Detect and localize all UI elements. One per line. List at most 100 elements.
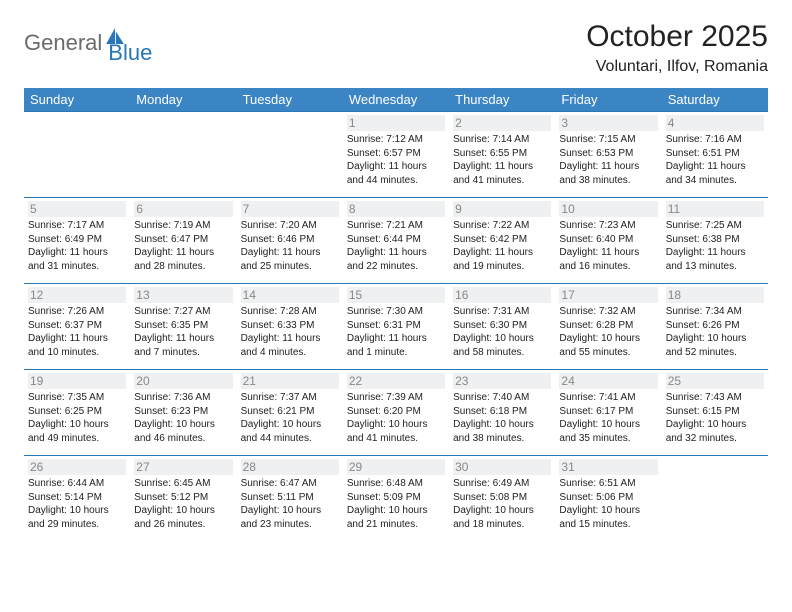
day-details: Sunrise: 7:14 AMSunset: 6:55 PMDaylight:… (453, 133, 551, 187)
weekday-header: Wednesday (343, 88, 449, 112)
calendar-cell: 28 Sunrise: 6:47 AMSunset: 5:11 PMDayligh… (237, 456, 343, 542)
calendar-cell: 14 Sunrise: 7:28 AMSunset: 6:33 PMDayligh… (237, 284, 343, 370)
day-number: 5 (28, 201, 126, 217)
calendar-cell: 4Sunrise: 7:16 AMSunset: 6:51 PMDaylight… (662, 112, 768, 198)
day-details: Sunrise: 7:25 AMSunset: 6:38 PMDaylight:… (666, 219, 764, 273)
calendar-cell: 20Sunrise: 7:36 AMSunset: 6:23 PMDayligh… (130, 370, 236, 456)
day-details: Sunrise: 7:39 AMSunset: 6:20 PMDaylight:… (347, 391, 445, 445)
calendar-cell: 13 Sunrise: 7:27 AMSunset: 6:35 PMDayligh… (130, 284, 236, 370)
calendar-cell: 3 Sunrise: 7:15 AMSunset: 6:53 PMDaylight… (555, 112, 661, 198)
calendar-cell: 27Sunrise: 6:45 AMSunset: 5:12 PMDayligh… (130, 456, 236, 542)
day-details: Sunrise: 7:23 AMSunset: 6:40 PMDaylight:… (559, 219, 657, 273)
day-details: Sunrise: 7:32 AMSunset: 6:28 PMDaylight:… (559, 305, 657, 359)
calendar-cell: 8 Sunrise: 7:21 AMSunset: 6:44 PMDaylight… (343, 198, 449, 284)
day-details: Sunrise: 6:44 AMSunset: 5:14 PMDaylight:… (28, 477, 126, 531)
day-details: Sunrise: 7:41 AMSunset: 6:17 PMDaylight:… (559, 391, 657, 445)
weekday-header: Tuesday (237, 88, 343, 112)
day-number: 21 (241, 373, 339, 389)
day-number: 2 (453, 115, 551, 131)
weekday-header: Friday (555, 88, 661, 112)
day-details: Sunrise: 6:48 AMSunset: 5:09 PMDaylight:… (347, 477, 445, 531)
day-number: 18 (666, 287, 764, 303)
day-number: 25 (666, 373, 764, 389)
calendar-body: 1 Sunrise: 7:12 AMSunset: 6:57 PMDaylight… (24, 112, 768, 542)
day-details: Sunrise: 6:51 AMSunset: 5:06 PMDaylight:… (559, 477, 657, 531)
day-number: 8 (347, 201, 445, 217)
day-details: Sunrise: 7:20 AMSunset: 6:46 PMDaylight:… (241, 219, 339, 273)
day-number: 6 (134, 201, 232, 217)
calendar-row: 26 Sunrise: 6:44 AMSunset: 5:14 PMDayligh… (24, 456, 768, 542)
weekday-header: Thursday (449, 88, 555, 112)
calendar-cell: 30Sunrise: 6:49 AMSunset: 5:08 PMDayligh… (449, 456, 555, 542)
calendar-cell (662, 456, 768, 542)
day-number: 9 (453, 201, 551, 217)
day-number: 27 (134, 459, 232, 475)
day-number: 7 (241, 201, 339, 217)
page-title: October 2025 (586, 20, 768, 54)
weekday-header-row: SundayMondayTuesdayWednesdayThursdayFrid… (24, 88, 768, 112)
weekday-header: Monday (130, 88, 236, 112)
weekday-header: Sunday (24, 88, 130, 112)
day-details: Sunrise: 7:40 AMSunset: 6:18 PMDaylight:… (453, 391, 551, 445)
day-number: 24 (559, 373, 657, 389)
day-number: 1 (347, 115, 445, 131)
day-number: 20 (134, 373, 232, 389)
day-number: 31 (559, 459, 657, 475)
calendar-table: SundayMondayTuesdayWednesdayThursdayFrid… (24, 88, 768, 542)
day-details: Sunrise: 7:28 AMSunset: 6:33 PMDaylight:… (241, 305, 339, 359)
day-number: 26 (28, 459, 126, 475)
day-number: 29 (347, 459, 445, 475)
day-details: Sunrise: 7:34 AMSunset: 6:26 PMDaylight:… (666, 305, 764, 359)
calendar-cell: 6 Sunrise: 7:19 AMSunset: 6:47 PMDaylight… (130, 198, 236, 284)
day-details: Sunrise: 7:19 AMSunset: 6:47 PMDaylight:… (134, 219, 232, 273)
calendar-cell: 19 Sunrise: 7:35 AMSunset: 6:25 PMDayligh… (24, 370, 130, 456)
day-details: Sunrise: 7:22 AMSunset: 6:42 PMDaylight:… (453, 219, 551, 273)
calendar-cell: 16 Sunrise: 7:31 AMSunset: 6:30 PMDayligh… (449, 284, 555, 370)
calendar-cell: 11 Sunrise: 7:25 AMSunset: 6:38 PMDayligh… (662, 198, 768, 284)
day-number: 28 (241, 459, 339, 475)
calendar-cell (237, 112, 343, 198)
calendar-cell: 1 Sunrise: 7:12 AMSunset: 6:57 PMDaylight… (343, 112, 449, 198)
logo-text-blue: Blue (108, 40, 152, 66)
day-details: Sunrise: 7:35 AMSunset: 6:25 PMDaylight:… (28, 391, 126, 445)
day-number: 22 (347, 373, 445, 389)
day-details: Sunrise: 7:21 AMSunset: 6:44 PMDaylight:… (347, 219, 445, 273)
day-number: 4 (666, 115, 764, 131)
calendar-cell: 15 Sunrise: 7:30 AMSunset: 6:31 PMDayligh… (343, 284, 449, 370)
day-number: 23 (453, 373, 551, 389)
day-number: 10 (559, 201, 657, 217)
day-number: 16 (453, 287, 551, 303)
calendar-cell: 17 Sunrise: 7:32 AMSunset: 6:28 PMDayligh… (555, 284, 661, 370)
day-number: 19 (28, 373, 126, 389)
calendar-cell: 12 Sunrise: 7:26 AMSunset: 6:37 PMDayligh… (24, 284, 130, 370)
calendar-cell: 5Sunrise: 7:17 AMSunset: 6:49 PMDaylight… (24, 198, 130, 284)
day-details: Sunrise: 7:15 AMSunset: 6:53 PMDaylight:… (559, 133, 657, 187)
day-number: 15 (347, 287, 445, 303)
weekday-header: Saturday (662, 88, 768, 112)
day-number: 30 (453, 459, 551, 475)
calendar-cell: 10 Sunrise: 7:23 AMSunset: 6:40 PMDayligh… (555, 198, 661, 284)
day-number: 11 (666, 201, 764, 217)
calendar-cell: 25 Sunrise: 7:43 AMSunset: 6:15 PMDayligh… (662, 370, 768, 456)
calendar-cell: 9 Sunrise: 7:22 AMSunset: 6:42 PMDaylight… (449, 198, 555, 284)
logo-text-gray: General (24, 30, 102, 56)
day-details: Sunrise: 6:47 AMSunset: 5:11 PMDaylight:… (241, 477, 339, 531)
calendar-cell: 31 Sunrise: 6:51 AMSunset: 5:06 PMDayligh… (555, 456, 661, 542)
day-number: 3 (559, 115, 657, 131)
calendar-cell (24, 112, 130, 198)
day-details: Sunrise: 7:26 AMSunset: 6:37 PMDaylight:… (28, 305, 126, 359)
day-number: 12 (28, 287, 126, 303)
calendar-cell: 22 Sunrise: 7:39 AMSunset: 6:20 PMDayligh… (343, 370, 449, 456)
day-details: Sunrise: 7:30 AMSunset: 6:31 PMDaylight:… (347, 305, 445, 359)
day-number: 17 (559, 287, 657, 303)
day-details: Sunrise: 7:43 AMSunset: 6:15 PMDaylight:… (666, 391, 764, 445)
day-number: 13 (134, 287, 232, 303)
day-details: Sunrise: 7:12 AMSunset: 6:57 PMDaylight:… (347, 133, 445, 187)
day-details: Sunrise: 7:31 AMSunset: 6:30 PMDaylight:… (453, 305, 551, 359)
calendar-cell (130, 112, 236, 198)
calendar-row: 19 Sunrise: 7:35 AMSunset: 6:25 PMDayligh… (24, 370, 768, 456)
day-number: 14 (241, 287, 339, 303)
day-details: Sunrise: 7:27 AMSunset: 6:35 PMDaylight:… (134, 305, 232, 359)
calendar-row: 1 Sunrise: 7:12 AMSunset: 6:57 PMDaylight… (24, 112, 768, 198)
calendar-row: 12 Sunrise: 7:26 AMSunset: 6:37 PMDayligh… (24, 284, 768, 370)
